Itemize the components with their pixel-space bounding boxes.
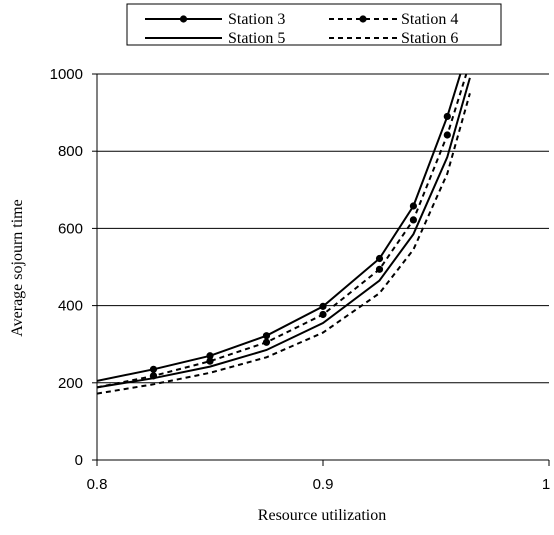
series-line-station-4 (97, 74, 468, 389)
data-point-station-4 (206, 357, 214, 365)
y-axis-title: Average sojourn time (9, 199, 26, 336)
y-tick-label: 400 (58, 298, 83, 315)
y-tick-label: 200 (58, 375, 83, 392)
data-point-station-3 (443, 112, 451, 121)
series-line-station-5 (97, 77, 471, 389)
x-tick-label: 1 (542, 476, 550, 493)
data-point-station-4 (409, 216, 417, 224)
x-axis-title: Resource utilization (258, 507, 386, 524)
y-tick-label: 600 (58, 220, 83, 237)
data-point-station-4 (319, 310, 327, 319)
x-tick-label: 0.9 (313, 476, 334, 493)
data-point-station-3 (206, 352, 214, 360)
legend-label: Station 3 (228, 11, 285, 28)
data-point-station-3 (409, 202, 417, 210)
y-tick-label: 0 (75, 452, 83, 469)
axes-layer (92, 73, 550, 466)
y-tick-label: 800 (58, 143, 83, 160)
legend-label: Station 4 (401, 11, 458, 28)
legend-marker (359, 15, 367, 23)
legend-label: Station 5 (228, 30, 285, 47)
data-point-station-3 (319, 302, 327, 310)
legend-label: Station 6 (401, 30, 458, 47)
grid-layer (97, 73, 549, 384)
x-tick-label: 0.8 (87, 476, 108, 493)
data-point-station-4 (262, 338, 271, 346)
data-point-station-3 (375, 254, 384, 263)
series-line-station-6 (97, 93, 471, 395)
data-point-station-4 (375, 265, 384, 273)
series-layer (97, 74, 471, 395)
data-point-station-4 (443, 131, 451, 139)
y-tick-label: 1000 (50, 66, 83, 83)
data-point-station-3 (149, 365, 158, 373)
data-point-station-3 (262, 332, 271, 340)
legend-marker (179, 15, 188, 23)
series-line-station-3 (97, 74, 462, 382)
labels-layer: 0 200 400 600 800 1000 0.8 0.9 1 (50, 66, 551, 493)
legend: Station 3 Station 4 Station 5 Station 6 (126, 3, 502, 47)
